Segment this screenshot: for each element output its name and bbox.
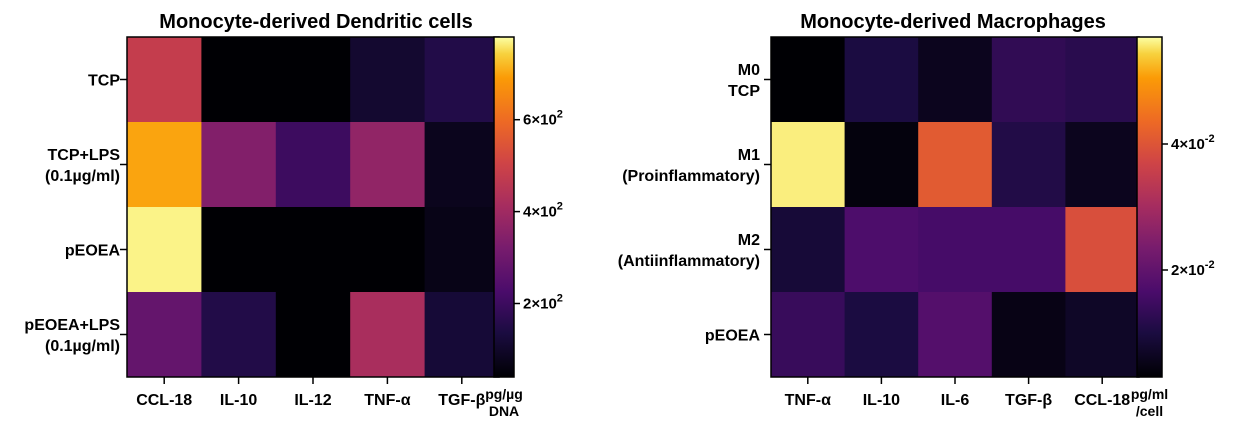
- heatmap-cell: [424, 37, 500, 123]
- heatmap-cell: [127, 37, 202, 123]
- heatmap-cell: [991, 37, 1066, 123]
- colorbar-unit-label: pg/ml: [1131, 386, 1168, 402]
- colorbar-tick-mantissa: 2×10: [523, 296, 557, 313]
- colorbar-tick-mantissa: 4×10: [1171, 136, 1205, 153]
- chart-title: Monocyte-derived Macrophages: [800, 11, 1106, 33]
- heatmap-cell: [991, 207, 1066, 293]
- heatmap-cell: [424, 122, 500, 208]
- heatmap-cell: [350, 207, 426, 293]
- x-tick-label: IL-6: [941, 392, 970, 409]
- heatmap-cell: [350, 122, 426, 208]
- heatmap-cell: [201, 122, 277, 208]
- colorbar-tick-exponent: -2: [1205, 259, 1215, 271]
- heatmap-cell: [275, 292, 351, 378]
- heatmap-cell: [771, 292, 846, 378]
- colorbar-tick-exponent: 2: [557, 293, 563, 305]
- heatmap-cell: [918, 122, 993, 208]
- y-tick-label: (0.1µg/ml): [45, 338, 120, 355]
- heatmap-cell: [1065, 292, 1140, 378]
- heatmap-cell: [991, 292, 1066, 378]
- colorbar-unit-label: pg/µg: [485, 386, 523, 402]
- heatmap-cell: [275, 37, 351, 123]
- heatmap-cell: [991, 122, 1066, 208]
- colorbar: [493, 36, 515, 378]
- heatmap-cell: [918, 207, 993, 293]
- y-tick-label: TCP: [728, 83, 760, 100]
- heatmap-cell: [275, 207, 351, 293]
- heatmap-cell: [424, 207, 500, 293]
- colorbar-tick-mantissa: 4×10: [523, 204, 557, 221]
- x-tick-label: TNF-α: [364, 392, 410, 409]
- heatmap-cell: [201, 37, 277, 123]
- x-tick-label: TGF-β: [438, 392, 485, 409]
- colorbar-tick-exponent: -2: [1205, 133, 1215, 145]
- chart-title: Monocyte-derived Dendritic cells: [159, 11, 472, 33]
- y-tick-label: pEOEA: [65, 243, 121, 260]
- y-tick-label: (Antiinflammatory): [618, 253, 760, 270]
- heatmap-cell: [201, 207, 277, 293]
- y-tick-label: (Proinflammatory): [622, 168, 760, 185]
- heatmap-cell: [1065, 37, 1140, 123]
- colorbar: [1136, 36, 1163, 378]
- colorbar-tick-label: 6×102: [523, 109, 563, 129]
- colorbar-tick-label: 2×102: [523, 293, 563, 313]
- heatmap-cell: [844, 207, 919, 293]
- x-tick-label: IL-10: [863, 392, 900, 409]
- colorbar-tick-label: 2×10-2: [1171, 259, 1215, 279]
- colorbar-tick-label: 4×10-2: [1171, 133, 1215, 153]
- heatmap-cell: [1065, 207, 1140, 293]
- heatmap-cell: [350, 292, 426, 378]
- colorbar-unit-label: DNA: [489, 403, 519, 419]
- colorbar-tick-mantissa: 6×10: [523, 112, 557, 129]
- y-tick-label: pEOEA: [705, 328, 761, 345]
- heatmap-cell: [275, 122, 351, 208]
- heatmap-cell: [844, 292, 919, 378]
- x-tick-label: CCL-18: [1074, 392, 1130, 409]
- heatmap-cell: [771, 207, 846, 293]
- colorbar-tick-mantissa: 2×10: [1171, 262, 1205, 279]
- colorbar-tick-exponent: 2: [557, 109, 563, 121]
- heatmap-cell: [1065, 122, 1140, 208]
- heatmap-cell: [844, 37, 919, 123]
- heatmap-cell: [918, 292, 993, 378]
- heatmap-cell: [771, 122, 846, 208]
- heatmap-cell: [201, 292, 277, 378]
- x-tick-label: IL-12: [294, 392, 331, 409]
- colorbar-tick-exponent: 2: [557, 201, 563, 213]
- heatmap-cell: [844, 122, 919, 208]
- y-tick-label: TCP+LPS: [48, 147, 121, 164]
- heatmap-cell: [771, 37, 846, 123]
- y-tick-label: TCP: [88, 73, 120, 90]
- y-tick-label: M0: [738, 62, 760, 79]
- y-tick-label: M1: [738, 147, 760, 164]
- y-tick-label: M2: [738, 232, 760, 249]
- colorbar-unit-label: /cell: [1136, 403, 1163, 419]
- y-tick-label: (0.1µg/ml): [45, 168, 120, 185]
- x-tick-label: IL-10: [220, 392, 257, 409]
- y-tick-label: pEOEA+LPS: [24, 317, 120, 334]
- panel-dendritic-cells: Monocyte-derived Dendritic cells TCP TCP+L…: [24, 11, 563, 419]
- colorbar-tick-label: 4×102: [523, 201, 563, 221]
- heatmap-cell: [127, 207, 202, 293]
- x-tick-label: TGF-β: [1005, 392, 1052, 409]
- heatmap-cell: [127, 292, 202, 378]
- heatmap-cell: [350, 37, 426, 123]
- x-tick-label: CCL-18: [136, 392, 192, 409]
- x-tick-label: TNF-α: [785, 392, 831, 409]
- heatmap-cell: [424, 292, 500, 378]
- heatmap-cell: [918, 37, 993, 123]
- heatmap-cell: [127, 122, 202, 208]
- panel-macrophages: Monocyte-derived Macrophages M0 TCP M1 (Proi…: [618, 11, 1215, 419]
